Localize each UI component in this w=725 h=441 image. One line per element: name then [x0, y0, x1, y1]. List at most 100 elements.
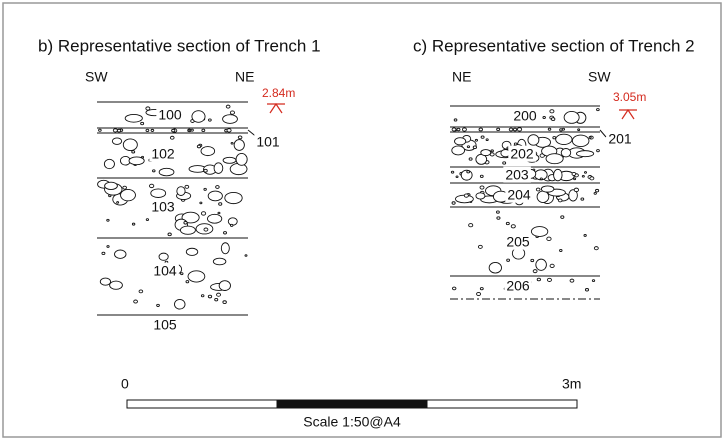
stone [107, 246, 109, 248]
stone [480, 288, 483, 290]
stone [554, 169, 562, 181]
stone [531, 227, 547, 237]
stone [570, 279, 574, 282]
stone [204, 188, 206, 190]
stone [174, 299, 185, 309]
orientation: SW [588, 69, 611, 85]
stone [561, 216, 564, 219]
stone [561, 148, 570, 156]
stone [223, 115, 238, 124]
scale-label: Scale 1:50@A4 [303, 414, 401, 430]
stone [548, 128, 551, 130]
stone [496, 211, 499, 213]
stone [486, 139, 488, 141]
stone [129, 157, 144, 165]
stone [225, 192, 242, 203]
stone [197, 145, 200, 148]
stone [452, 202, 455, 205]
stone [170, 136, 174, 139]
stone [541, 186, 554, 192]
stone [581, 198, 584, 200]
stone [595, 189, 598, 192]
stone [592, 280, 594, 282]
stone [584, 172, 586, 174]
stone [517, 128, 521, 131]
stone [157, 304, 160, 306]
stone [217, 293, 221, 296]
stone [208, 191, 222, 201]
stone [528, 135, 539, 146]
layer-label: 104 [153, 263, 177, 279]
stone [452, 146, 465, 155]
scale-segment [127, 400, 277, 408]
stone [115, 250, 126, 258]
stone [473, 146, 476, 149]
stone [231, 142, 233, 144]
stone [574, 178, 576, 180]
stone [153, 170, 156, 172]
stone [204, 228, 208, 231]
stone [181, 273, 183, 275]
stone [230, 163, 247, 174]
stone [146, 129, 149, 131]
stone [467, 171, 470, 173]
stone [223, 232, 226, 234]
stone [185, 185, 189, 188]
datum-level: 3.05m [613, 90, 646, 104]
layer-label: 103 [151, 199, 175, 215]
stone [480, 175, 483, 177]
stone [462, 128, 466, 131]
stone [207, 214, 221, 223]
stone [215, 298, 218, 300]
stone [141, 122, 144, 124]
stone [223, 301, 227, 304]
stone [497, 217, 500, 220]
stone [245, 255, 247, 257]
stone [227, 129, 231, 132]
stone [585, 289, 588, 292]
stone [184, 221, 187, 224]
stone [186, 248, 197, 255]
stone [132, 151, 135, 153]
stone [597, 109, 600, 111]
layer-label: 206 [506, 278, 530, 294]
stone [238, 136, 242, 139]
stone [201, 295, 204, 297]
stone [547, 278, 551, 281]
stone [457, 128, 460, 130]
stone [228, 218, 237, 225]
stone [509, 128, 513, 131]
stone [110, 281, 123, 289]
stone [578, 129, 580, 131]
stone [550, 264, 554, 267]
stone [454, 138, 465, 145]
stone [201, 147, 215, 156]
stone [464, 194, 468, 197]
stone [562, 128, 564, 130]
stone [180, 226, 195, 234]
datum-symbol [619, 110, 637, 119]
stone [123, 139, 137, 151]
stone [132, 223, 134, 225]
layer-label: 202 [510, 146, 534, 162]
frame [3, 3, 721, 437]
stone [202, 129, 205, 131]
stone [469, 158, 472, 160]
stone [159, 253, 168, 260]
stone [477, 292, 481, 295]
stone [236, 153, 247, 165]
stone [572, 172, 576, 175]
layer-label: 203 [505, 167, 529, 183]
stone [188, 271, 205, 282]
orientation: SW [85, 69, 108, 85]
orientation: NE [235, 69, 254, 85]
stone [223, 157, 236, 163]
layer-label: 204 [507, 187, 531, 203]
stone [582, 175, 584, 177]
stone [540, 178, 542, 180]
stone [219, 281, 230, 291]
panel-title: b) Representative section of Trench 1 [38, 36, 321, 55]
stone [214, 163, 223, 174]
stone [497, 128, 500, 130]
stone [576, 151, 593, 157]
